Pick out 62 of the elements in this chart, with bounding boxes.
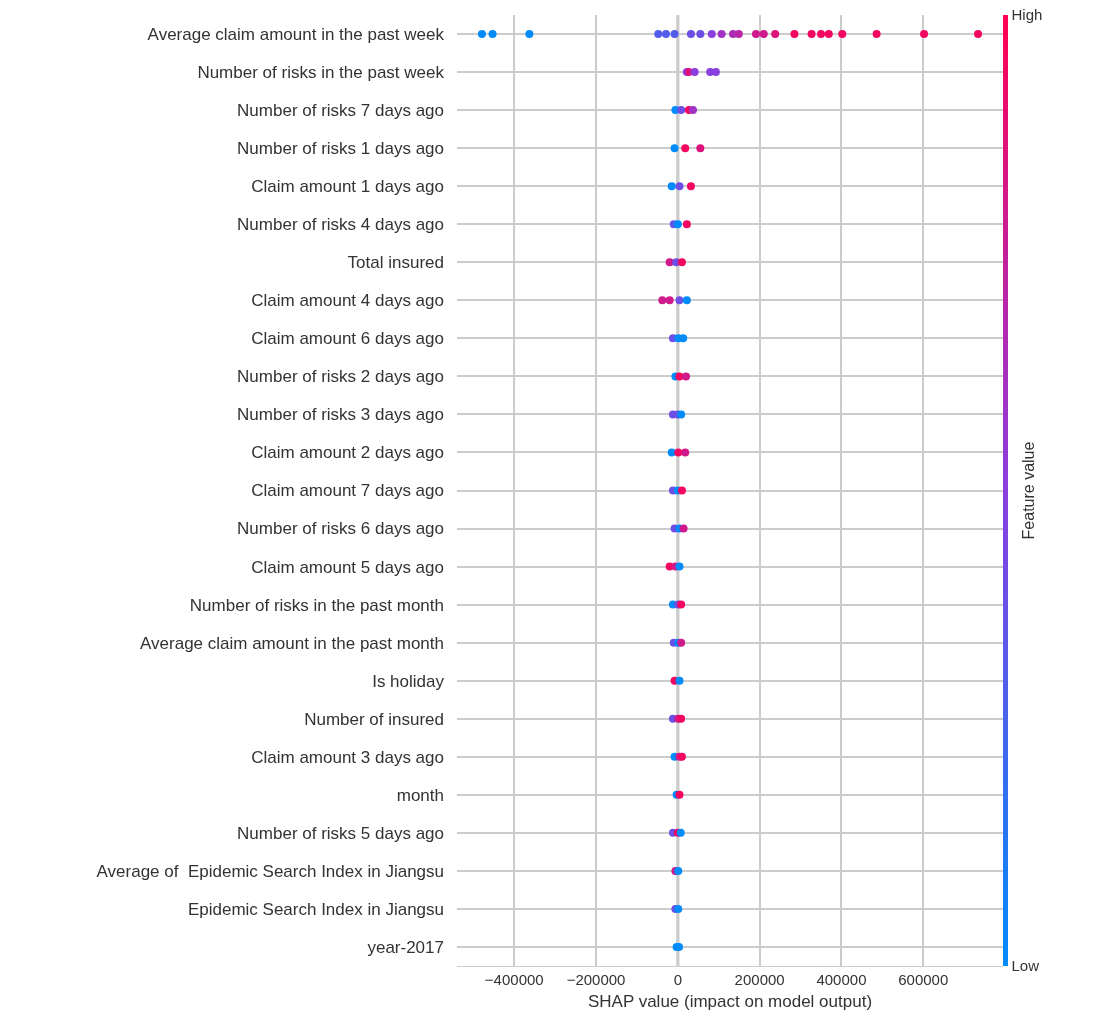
y-tick-label: Number of risks 1 days ago bbox=[237, 139, 444, 159]
point bbox=[974, 30, 983, 39]
y-tick-label: Number of risks 7 days ago bbox=[237, 101, 444, 121]
x-tick-label: −200000 bbox=[566, 971, 626, 988]
y-tick-label: Claim amount 3 days ago bbox=[251, 747, 444, 767]
y-tick-label: Claim amount 6 days ago bbox=[251, 329, 444, 349]
point bbox=[817, 30, 825, 39]
point bbox=[686, 30, 695, 39]
point bbox=[670, 144, 679, 153]
y-tick-label: Number of risks 2 days ago bbox=[237, 367, 444, 387]
point bbox=[872, 30, 881, 39]
point bbox=[677, 258, 686, 267]
y-tick-label: Is holiday bbox=[372, 671, 445, 691]
x-tick-label: 400000 bbox=[816, 971, 867, 988]
x-tick-label: 200000 bbox=[734, 971, 785, 988]
point bbox=[771, 30, 780, 39]
y-tick-label: Number of insured bbox=[304, 709, 444, 729]
y-tick-label: Number of risks 5 days ago bbox=[237, 823, 444, 843]
point bbox=[675, 676, 684, 685]
color-bar-title: Feature value bbox=[1020, 441, 1037, 540]
point bbox=[677, 486, 686, 495]
y-tick-label: Number of risks in the past week bbox=[197, 63, 445, 83]
point bbox=[717, 30, 726, 39]
point bbox=[807, 30, 816, 39]
x-tick-label: 0 bbox=[673, 971, 683, 988]
y-tick-label: Claim amount 2 days ago bbox=[251, 443, 444, 463]
y-tick-label: Number of risks 3 days ago bbox=[237, 405, 444, 425]
y-tick-label: Claim amount 4 days ago bbox=[251, 291, 444, 311]
y-tick-label: Claim amount 5 days ago bbox=[251, 557, 444, 577]
point bbox=[734, 30, 743, 39]
y-tick-label: Number of risks 6 days ago bbox=[237, 519, 444, 539]
point bbox=[707, 30, 716, 39]
point bbox=[686, 182, 695, 191]
point bbox=[670, 30, 679, 39]
point bbox=[673, 220, 682, 229]
y-tick-label: year-2017 bbox=[367, 937, 444, 957]
point bbox=[477, 30, 486, 39]
x-tick-label: −400000 bbox=[484, 971, 544, 988]
point bbox=[824, 30, 833, 39]
y-tick-label: Number of risks in the past month bbox=[189, 595, 444, 615]
color-bar-label: Low bbox=[1011, 957, 1040, 975]
color-bar-label: High bbox=[1011, 6, 1043, 24]
point bbox=[920, 30, 929, 39]
x-axis-title: SHAP value (impact on model output) bbox=[587, 992, 873, 1012]
point bbox=[488, 30, 497, 39]
y-tick-label: Average of Epidemic Search Index in Jiangsu bbox=[96, 861, 444, 881]
point bbox=[759, 30, 768, 39]
x-tick-label: 600000 bbox=[898, 971, 949, 988]
point bbox=[790, 30, 799, 39]
point bbox=[838, 30, 847, 39]
point bbox=[696, 30, 705, 39]
point bbox=[751, 30, 760, 39]
y-tick-label: Epidemic Search Index in Jiangsu bbox=[187, 899, 444, 919]
y-tick-label: Average claim amount in the past month bbox=[140, 633, 444, 653]
y-tick-label: Average claim amount in the past week bbox=[147, 24, 445, 44]
point bbox=[667, 182, 676, 191]
y-tick-label: Claim amount 7 days ago bbox=[251, 481, 444, 501]
y-tick-label: month bbox=[396, 785, 444, 805]
y-tick-label: Number of risks 4 days ago bbox=[237, 215, 444, 235]
y-tick-label: Claim amount 1 days ago bbox=[251, 177, 444, 197]
point bbox=[682, 220, 691, 229]
y-tick-label: Total insured bbox=[347, 253, 444, 273]
